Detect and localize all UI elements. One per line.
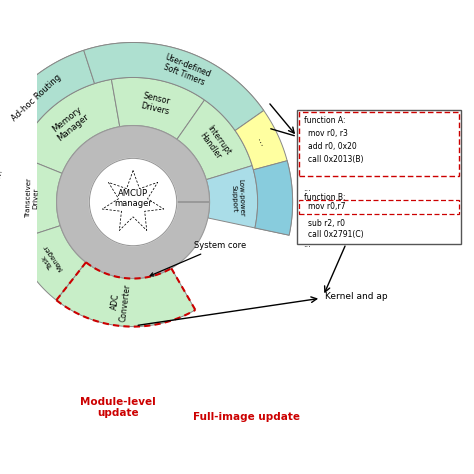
Polygon shape xyxy=(177,100,252,180)
Polygon shape xyxy=(254,161,292,235)
Text: System core: System core xyxy=(150,241,246,276)
Text: ...: ... xyxy=(255,136,268,148)
Text: function B:: function B: xyxy=(303,193,345,202)
FancyBboxPatch shape xyxy=(299,112,459,176)
Text: ...: ... xyxy=(303,183,311,192)
Text: AMCUP
manager: AMCUP manager xyxy=(114,189,152,208)
Polygon shape xyxy=(15,226,86,300)
Polygon shape xyxy=(84,43,264,130)
Text: ...: ... xyxy=(0,168,4,179)
Polygon shape xyxy=(235,110,287,170)
Text: Ad-hoc Routing: Ad-hoc Routing xyxy=(9,73,63,123)
Text: Low-power
Support: Low-power Support xyxy=(231,179,245,218)
Text: mov r0, r3: mov r0, r3 xyxy=(308,129,348,138)
Polygon shape xyxy=(0,142,18,198)
Polygon shape xyxy=(0,43,264,198)
Text: Interrupt
Handler: Interrupt Handler xyxy=(197,123,232,163)
Text: ADC
Converter: ADC Converter xyxy=(109,282,133,322)
Polygon shape xyxy=(206,165,258,228)
Polygon shape xyxy=(18,79,120,173)
Polygon shape xyxy=(9,155,62,240)
Polygon shape xyxy=(56,126,210,279)
Text: Module-level
update: Module-level update xyxy=(80,397,155,418)
Text: Kernel and ap: Kernel and ap xyxy=(325,292,388,301)
Text: call 0x2013(B): call 0x2013(B) xyxy=(308,155,364,164)
Text: sub r2, r0: sub r2, r0 xyxy=(308,219,345,228)
Text: Full-image update: Full-image update xyxy=(193,412,300,422)
Text: function A:: function A: xyxy=(303,116,345,125)
Text: User-defined
Soft Timers: User-defined Soft Timers xyxy=(160,52,212,88)
Polygon shape xyxy=(111,77,204,139)
FancyBboxPatch shape xyxy=(297,110,461,244)
Polygon shape xyxy=(56,262,195,327)
FancyBboxPatch shape xyxy=(299,201,459,214)
Text: Task
Manager: Task Manager xyxy=(36,244,65,276)
Circle shape xyxy=(89,158,177,246)
Text: add r0, 0x20: add r0, 0x20 xyxy=(308,142,356,151)
Text: Memory
Manager: Memory Manager xyxy=(49,104,91,143)
Text: Transceiver
Driver: Transceiver Driver xyxy=(26,178,40,219)
Text: call 0x2791(C): call 0x2791(C) xyxy=(308,229,364,238)
Text: mov r0,r7: mov r0,r7 xyxy=(308,202,346,211)
Polygon shape xyxy=(0,50,94,155)
Text: Sensor
Drivers: Sensor Drivers xyxy=(139,91,172,117)
Polygon shape xyxy=(254,161,292,235)
Text: ...: ... xyxy=(303,240,311,249)
